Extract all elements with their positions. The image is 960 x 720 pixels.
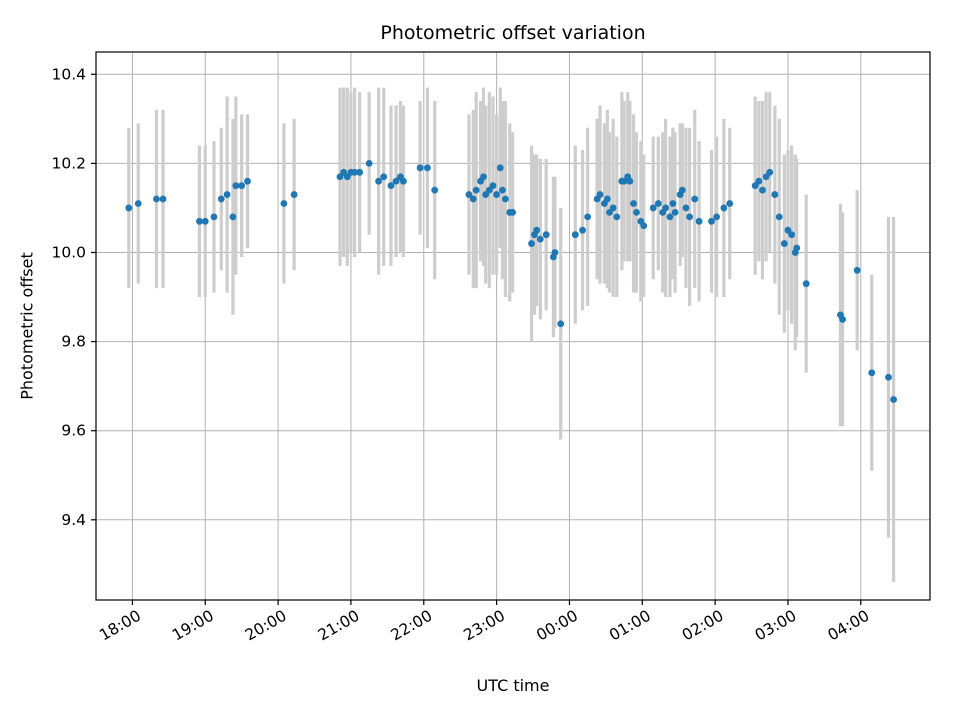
y-axis-label: Photometric offset xyxy=(17,252,37,400)
x-tick-labels: 18:00 19:00 20:00 21:00 22:00 23:00 00:00 01:00… xyxy=(96,607,872,645)
tick-marks xyxy=(91,73,862,605)
svg-text:9.6: 9.6 xyxy=(61,422,86,440)
chart-title: Photometric offset variation xyxy=(380,22,646,44)
svg-text:19:00: 19:00 xyxy=(169,607,217,645)
svg-text:01:00: 01:00 xyxy=(606,607,654,645)
svg-text:10.0: 10.0 xyxy=(51,243,86,261)
svg-text:9.4: 9.4 xyxy=(61,511,86,529)
axes-frame xyxy=(95,51,931,601)
svg-text:10.2: 10.2 xyxy=(51,154,86,172)
svg-text:9.8: 9.8 xyxy=(61,333,86,351)
svg-text:04:00: 04:00 xyxy=(825,607,873,645)
svg-text:22:00: 22:00 xyxy=(388,607,436,645)
data-points xyxy=(125,159,897,403)
svg-text:00:00: 00:00 xyxy=(533,607,581,645)
svg-text:18:00: 18:00 xyxy=(96,607,144,645)
y-tick-labels: 9.4 9.6 9.8 10.0 10.2 10.4 xyxy=(51,65,86,529)
svg-text:03:00: 03:00 xyxy=(752,607,800,645)
svg-text:02:00: 02:00 xyxy=(679,607,727,645)
x-axis-label: UTC time xyxy=(476,676,550,695)
svg-text:23:00: 23:00 xyxy=(461,607,509,645)
svg-text:10.4: 10.4 xyxy=(51,65,86,83)
svg-text:20:00: 20:00 xyxy=(242,607,290,645)
svg-text:21:00: 21:00 xyxy=(315,607,363,645)
error-bars xyxy=(127,87,896,583)
